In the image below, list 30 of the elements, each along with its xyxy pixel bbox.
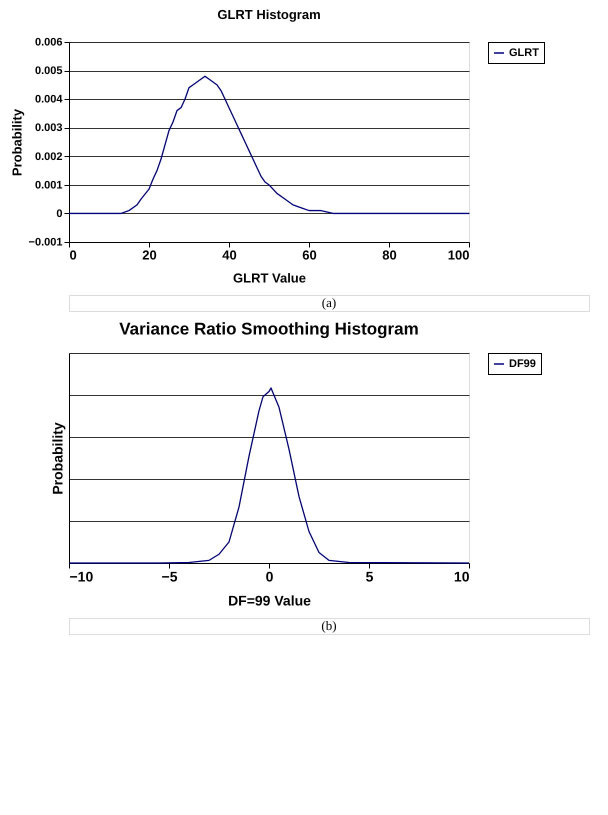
y-tick-label: 0.002 — [34, 150, 62, 163]
text: (b) — [321, 618, 337, 633]
y-axis-title: Probability — [10, 108, 25, 176]
chart-title: GLRT Histogram — [217, 7, 321, 22]
y-tick-label: 0.001 — [34, 179, 62, 192]
chart-title: Variance Ratio Smoothing Histogram — [119, 320, 419, 338]
x-axis-title: DF=99 Value — [228, 592, 312, 608]
y-tick-label: 0 — [56, 208, 62, 220]
x-axis-title: GLRT Value — [233, 270, 306, 286]
x-tick-label: 5 — [366, 568, 374, 584]
x-tick-label: 10 — [454, 568, 470, 584]
y-tick-label: −0.001 — [28, 236, 62, 248]
legend-label: DF99 — [509, 358, 536, 370]
line-series — [68, 76, 470, 214]
x-tick-label: 40 — [222, 248, 237, 262]
y-tick-label: 0.005 — [34, 65, 62, 78]
y-tick-label: 0.004 — [34, 94, 64, 106]
x-tick-label: 0 — [266, 568, 274, 584]
x-tick-label: −10 — [70, 568, 94, 584]
legend-label: GLRT — [509, 47, 540, 59]
x-tick-label: 0 — [70, 248, 77, 262]
x-tick-label: 20 — [142, 248, 157, 262]
y-axis-title: Probability — [50, 422, 66, 495]
y-tick-label: 0.003 — [34, 122, 62, 134]
text: (a) — [322, 295, 336, 310]
x-tick-label: −5 — [162, 568, 178, 584]
x-tick-label: 80 — [382, 248, 397, 262]
y-tick-label: 0.006 — [34, 36, 62, 48]
x-tick-label: 60 — [302, 248, 317, 262]
x-tick-label: 100 — [448, 248, 470, 262]
